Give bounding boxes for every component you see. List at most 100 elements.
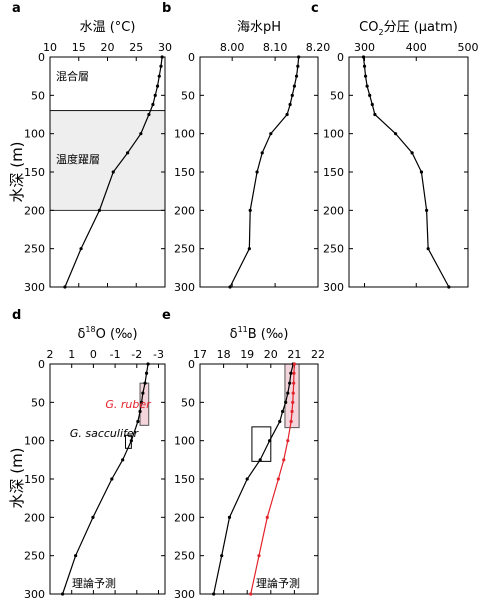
x-tick-label: 15 (72, 41, 86, 54)
y-tick-label: 200 (24, 204, 45, 217)
data-point (281, 409, 285, 414)
x-tick-label: 8.00 (220, 41, 245, 54)
x-tick-label: 30 (158, 41, 172, 54)
data-point (97, 208, 102, 212)
panel-title: CO2分圧 (μatm) (359, 20, 458, 37)
panel-e: 17 18 19 20 21 22 0 50 100 150 200 250 300 δ11B (‰) e 理… (162, 308, 325, 601)
data-point (296, 64, 300, 68)
data-point (292, 371, 296, 375)
data-point (249, 592, 253, 596)
x-tick-label: 0 (90, 348, 97, 361)
x-tick-label: 1 (68, 348, 75, 361)
data-point (368, 93, 372, 97)
data-point (425, 208, 429, 212)
data-point (136, 419, 140, 424)
data-point (63, 285, 67, 289)
y-tick-label: 150 (323, 166, 344, 179)
y-tick-label: 50 (181, 396, 195, 409)
data-point (245, 477, 249, 481)
data-point (121, 458, 125, 462)
data-point (220, 554, 224, 558)
x-tick-label: 17 (193, 348, 207, 361)
data-point (286, 439, 290, 443)
plot-frame (199, 363, 319, 595)
annotation: 理論予測 (256, 576, 300, 590)
band-1 (49, 110, 166, 211)
y-tick-label: 50 (31, 396, 45, 409)
y-tick-label: 50 (330, 89, 344, 102)
data-point (291, 400, 295, 404)
data-point (297, 55, 301, 59)
y-tick-label: 300 (24, 588, 45, 601)
plot-frame (348, 56, 469, 288)
x-tick-label: -2 (131, 348, 142, 361)
data-point (419, 170, 424, 174)
panel-b: 8.00 8.10 8.20 0 50 100 150 200 250 300 海水pH b (162, 1, 330, 294)
data-point (288, 102, 292, 107)
y-tick-label: 100 (323, 128, 344, 141)
y-tick-label: 0 (188, 51, 195, 64)
panel-d: 2 1 0 -1 -2 -3 0 50 100 150 200 250 300 δ18O (‰) d G. r… (12, 308, 166, 601)
data-point (91, 515, 95, 519)
data-point (110, 477, 114, 481)
data-point (155, 84, 160, 88)
data-point (361, 55, 366, 59)
annotation: G. sacculifer (70, 427, 140, 440)
y-tick-label: 250 (323, 243, 344, 256)
y-tick-label: 300 (174, 588, 195, 601)
x-tick-label: 400 (406, 41, 427, 54)
y-tick-label: 200 (323, 204, 344, 217)
y-tick-label: 150 (174, 166, 195, 179)
data-point (285, 112, 289, 117)
range-box-1 (251, 426, 272, 462)
y-tick-label: 200 (174, 511, 195, 524)
y-tick-label: 0 (38, 51, 45, 64)
data-point (143, 381, 147, 385)
y-tick-label: 250 (174, 243, 195, 256)
panel-title: δ11B (‰) (230, 325, 289, 342)
data-point (268, 439, 272, 443)
x-tick-label: 300 (354, 41, 375, 54)
data-point (282, 458, 286, 462)
data-point (160, 55, 164, 59)
x-tick-label: 18 (217, 348, 231, 361)
data-point (228, 285, 232, 289)
data-point (139, 400, 144, 404)
y-tick-label: 100 (174, 435, 195, 448)
panel-c: 300 400 500 0 50 100 150 200 250 300 CO2分圧 (μatm) c (311, 1, 479, 294)
data-point (292, 362, 296, 366)
data-point (289, 419, 293, 424)
data-point (141, 391, 145, 395)
y-tick-label: 300 (323, 281, 344, 294)
data-point (248, 208, 252, 212)
y-tick-label: 150 (174, 473, 195, 486)
data-point (284, 400, 288, 404)
data-point (410, 151, 414, 155)
annotation: G. ruber (105, 398, 152, 411)
data-point (147, 112, 151, 117)
x-tick-label: 20 (101, 41, 115, 54)
y-tick-label: 0 (188, 358, 195, 371)
data-point (363, 74, 368, 78)
band-label-0: 混合層 (56, 69, 89, 83)
data-point (79, 247, 83, 251)
data-point (278, 419, 282, 424)
data-point (111, 170, 115, 174)
x-tick-label: 8.10 (263, 41, 288, 54)
x-tick-label: -3 (153, 348, 164, 361)
band-label-1: 温度躍層 (56, 152, 100, 166)
y-tick-label: 100 (174, 128, 195, 141)
y-axis-label-top: 水深 (m) (8, 141, 26, 202)
data-point (129, 439, 133, 443)
data-point (139, 132, 143, 136)
y-tick-label: 150 (24, 166, 45, 179)
x-tick-label: -1 (110, 348, 121, 361)
data-point (146, 362, 150, 366)
panel-letter: d (12, 308, 21, 323)
data-point (269, 132, 273, 136)
x-tick-label: 2 (47, 348, 54, 361)
panel-title: δ18O (‰) (77, 325, 137, 342)
data-point (255, 170, 259, 174)
